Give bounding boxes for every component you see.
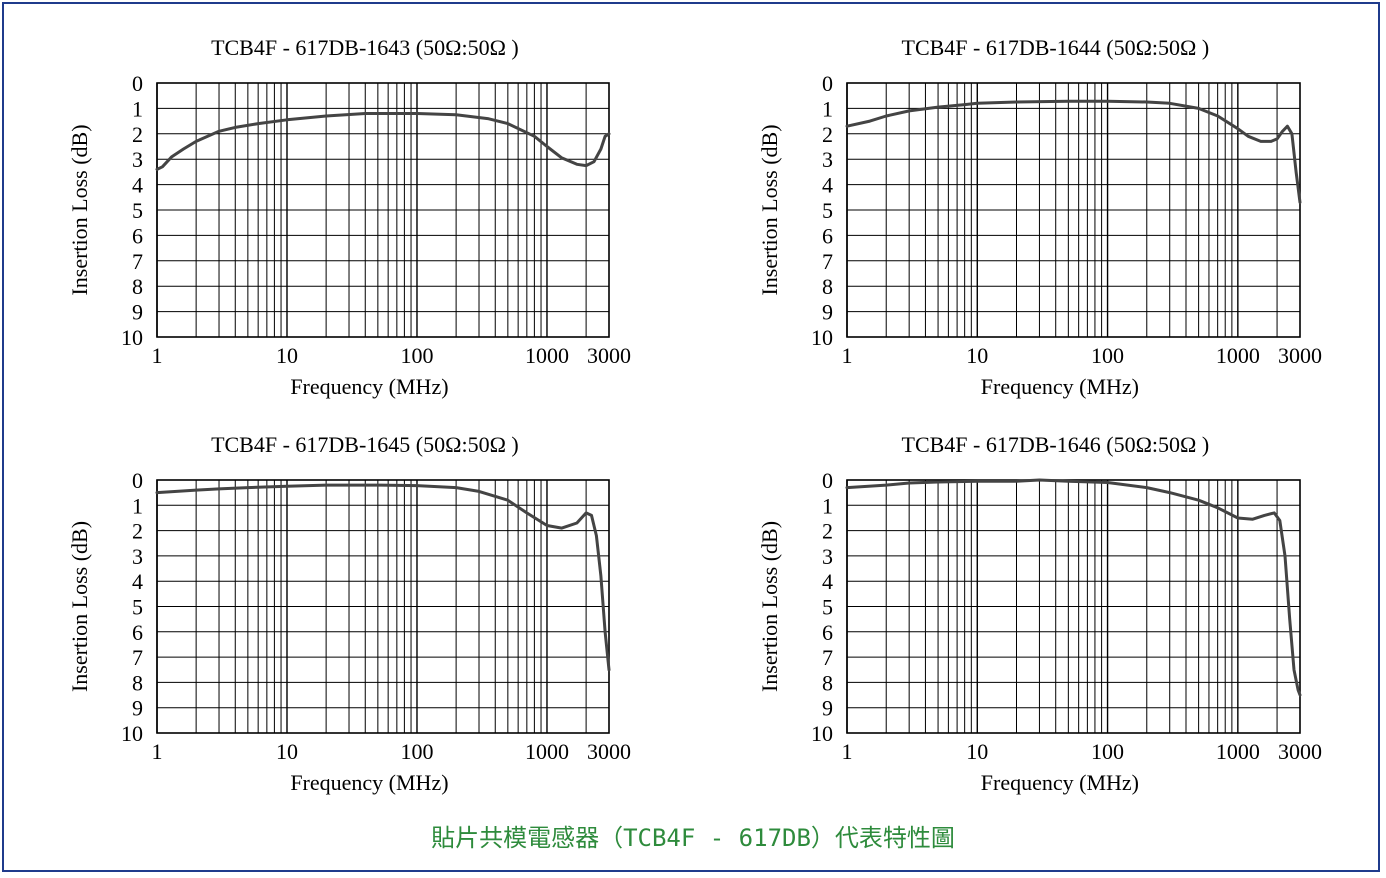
x-tick-label: 1000 [525, 343, 569, 368]
y-tick-label: 10 [811, 325, 833, 350]
x-tick-label: 1000 [1216, 739, 1260, 764]
x-axis-label: Frequency (MHz) [981, 770, 1139, 795]
insertion-loss-curve [155, 112, 611, 171]
x-tick-label: 1 [842, 343, 853, 368]
y-tick-label: 1 [132, 96, 143, 121]
x-tick-label: 1000 [525, 739, 569, 764]
x-axis-label: Frequency (MHz) [290, 770, 448, 795]
y-tick-label: 7 [822, 249, 833, 274]
y-tick-label: 1 [822, 493, 833, 518]
y-tick-label: 9 [132, 696, 143, 721]
y-tick-label: 9 [822, 696, 833, 721]
y-tick-label: 6 [822, 223, 833, 248]
x-tick-label: 100 [400, 739, 433, 764]
x-tick-label: 100 [400, 343, 433, 368]
plot-area-border [156, 82, 610, 338]
chart-title: TCB4F - 617DB-1645 (50Ω:50Ω ) [211, 432, 519, 457]
y-tick-label: 9 [822, 300, 833, 325]
x-tick-label: 10 [966, 739, 988, 764]
x-axis-label: Frequency (MHz) [290, 374, 448, 399]
y-tick-label: 5 [132, 595, 143, 620]
y-axis-label: Insertion Loss (dB) [67, 521, 92, 692]
y-axis-label: Insertion Loss (dB) [757, 124, 782, 295]
y-tick-label: 4 [132, 173, 143, 198]
y-tick-label: 3 [822, 147, 833, 172]
y-axis-label: Insertion Loss (dB) [757, 521, 782, 692]
y-tick-label: 0 [822, 71, 833, 96]
chart-title: TCB4F - 617DB-1643 (50Ω:50Ω ) [211, 35, 519, 60]
x-tick-label: 100 [1091, 343, 1124, 368]
y-tick-label: 10 [121, 721, 143, 746]
x-tick-label: 1000 [1216, 343, 1260, 368]
y-tick-label: 3 [132, 147, 143, 172]
y-tick-label: 6 [132, 620, 143, 645]
x-tick-label: 1 [842, 739, 853, 764]
y-tick-label: 0 [132, 468, 143, 493]
insertion-loss-curve [155, 483, 611, 672]
y-tick-label: 0 [822, 468, 833, 493]
y-tick-label: 10 [121, 325, 143, 350]
y-tick-label: 2 [132, 122, 143, 147]
x-tick-label: 1 [152, 739, 163, 764]
y-tick-label: 4 [822, 173, 833, 198]
x-tick-label: 3000 [1278, 343, 1322, 368]
x-tick-label: 100 [1091, 739, 1124, 764]
x-tick-label: 1 [152, 343, 163, 368]
insertion-loss-curve [845, 99, 1302, 204]
y-tick-label: 7 [132, 249, 143, 274]
chart-title: TCB4F - 617DB-1646 (50Ω:50Ω ) [902, 432, 1210, 457]
x-tick-label: 10 [966, 343, 988, 368]
y-tick-label: 7 [132, 645, 143, 670]
y-tick-label: 6 [132, 223, 143, 248]
chart-title: TCB4F - 617DB-1644 (50Ω:50Ω ) [902, 35, 1210, 60]
y-tick-label: 8 [132, 670, 143, 695]
y-tick-label: 5 [132, 198, 143, 223]
x-tick-label: 10 [276, 343, 298, 368]
plot-area-border [156, 479, 610, 734]
y-tick-label: 2 [822, 122, 833, 147]
y-tick-label: 2 [822, 519, 833, 544]
y-tick-label: 0 [132, 71, 143, 96]
y-tick-label: 5 [822, 595, 833, 620]
y-tick-label: 10 [811, 721, 833, 746]
x-tick-label: 10 [276, 739, 298, 764]
x-axis-label: Frequency (MHz) [981, 374, 1139, 399]
y-tick-label: 1 [132, 493, 143, 518]
y-tick-label: 5 [822, 198, 833, 223]
plot-area-border [846, 82, 1301, 338]
x-tick-label: 3000 [587, 343, 631, 368]
y-tick-label: 8 [132, 274, 143, 299]
y-tick-label: 8 [822, 670, 833, 695]
x-tick-label: 3000 [1278, 739, 1322, 764]
x-tick-label: 3000 [587, 739, 631, 764]
y-tick-label: 8 [822, 274, 833, 299]
y-axis-label: Insertion Loss (dB) [67, 124, 92, 295]
y-tick-label: 4 [822, 569, 833, 594]
y-tick-label: 7 [822, 645, 833, 670]
y-tick-label: 3 [132, 544, 143, 569]
figure-caption: 貼片共模電感器（TCB4F - 617DB）代表特性圖 [431, 824, 955, 852]
y-tick-label: 4 [132, 569, 143, 594]
y-tick-label: 3 [822, 544, 833, 569]
y-tick-label: 9 [132, 300, 143, 325]
y-tick-label: 6 [822, 620, 833, 645]
y-tick-label: 2 [132, 519, 143, 544]
insertion-loss-curve [845, 478, 1302, 697]
y-tick-label: 1 [822, 96, 833, 121]
